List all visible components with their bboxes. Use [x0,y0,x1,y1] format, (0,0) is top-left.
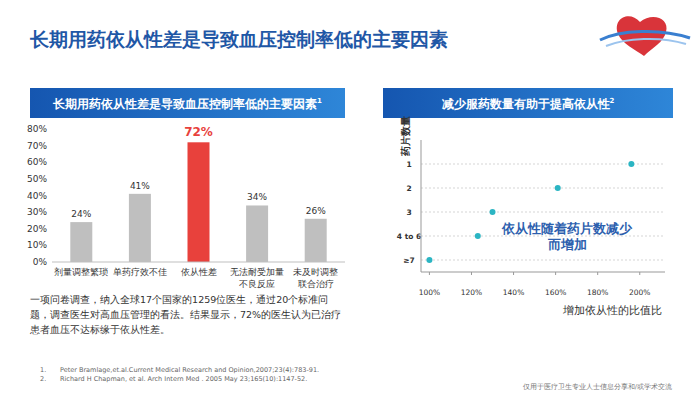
grid-line [421,260,665,261]
footnote-text: Peter Bramlage,et.al.Current Medical Res… [60,366,319,374]
x-axis-title: 增加依从性的比值比 [562,304,662,317]
x-axis-line [52,262,345,263]
logo-heart [617,16,667,56]
survey-note: 一项问卷调查，纳入全球17个国家的1259位医生，通过20个标准问题，调查医生对… [30,292,348,337]
y-tick-label: 10% [27,240,47,250]
y-tick-label: 2 [406,184,411,193]
footnote-number: 1. [40,366,46,374]
x-axis-line [421,272,665,273]
data-label: 24% [71,209,91,219]
bar [305,219,327,262]
bar [129,194,151,262]
y-axis-title: 药片数量 [400,116,411,157]
data-label: 26% [306,206,326,216]
bar [246,205,268,262]
panel-header [30,88,345,118]
chart-title: 减少服药数量有助于提高依从性2 [442,97,615,111]
x-tick-label: 140% [503,288,524,297]
point [475,233,481,239]
disclaimer: 仅用于医疗卫生专业人士信息分享和/或学术交流 [523,383,672,391]
y-tick-label: 0% [33,257,48,267]
grid-line [421,212,665,213]
bar [188,142,210,262]
footnote-text: Richard H Chapman, et al. Arch Intern Me… [60,375,307,383]
y-tick-label: 30% [27,207,47,217]
y-tick-label: 20% [27,224,47,234]
point [426,257,432,263]
data-label: 41% [130,181,150,191]
x-tick-label: 180% [587,288,608,297]
x-tick-label: 剂量调整繁琐 [54,267,108,277]
x-tick-label: 无法耐受加量不良反应 [230,267,284,289]
chart-title: 长期用药依从性差是导致血压控制率低的主要因素1 [52,97,322,111]
point [555,185,561,191]
point [490,209,496,215]
bar [70,222,92,262]
y-tick-label: 60% [27,157,47,167]
x-tick-label: 200% [629,288,650,297]
y-tick-label: 40% [27,191,47,201]
logo [600,16,690,56]
bars [70,142,326,262]
x-tick-label: 120% [461,288,482,297]
x-tick-label: 160% [545,288,566,297]
logo-arc [606,39,686,46]
x-tick-label: 依从性差 [181,267,217,277]
y-tick-label: 80% [27,124,47,134]
grid-line [421,188,665,189]
y-axis-line [421,140,422,272]
annotation: 依从性随着药片数减少而增加 [501,221,633,252]
title-reference: 1 [317,97,322,105]
footnote-number: 2. [40,375,46,383]
y-tick-label: 1 [406,160,411,169]
data-label: 34% [247,192,267,202]
y-tick-label: 4 to 6 [397,232,421,241]
title-reference: 2 [610,97,615,105]
y-tick-label: 70% [27,141,47,151]
x-tick-label: 100% [419,288,440,297]
y-tick-label: 3 [406,208,411,217]
x-tick-label: 单药疗效不佳 [113,267,167,277]
y-tick-label: 50% [27,174,47,184]
slide-title: 长期用药依从性差是导致血压控制率低的主要因素 [29,28,448,50]
points [426,161,634,263]
panel-header [383,88,673,118]
point [628,161,634,167]
y-tick-label: ≥7 [403,256,415,265]
data-label: 72% [184,125,213,139]
x-tick-label: 未及时调整联合治疗 [293,267,338,289]
